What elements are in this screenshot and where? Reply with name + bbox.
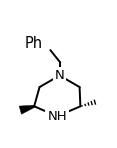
Text: N: N <box>55 69 64 82</box>
Polygon shape <box>19 105 35 114</box>
Text: Ph: Ph <box>24 36 42 51</box>
Text: NH: NH <box>48 110 67 123</box>
